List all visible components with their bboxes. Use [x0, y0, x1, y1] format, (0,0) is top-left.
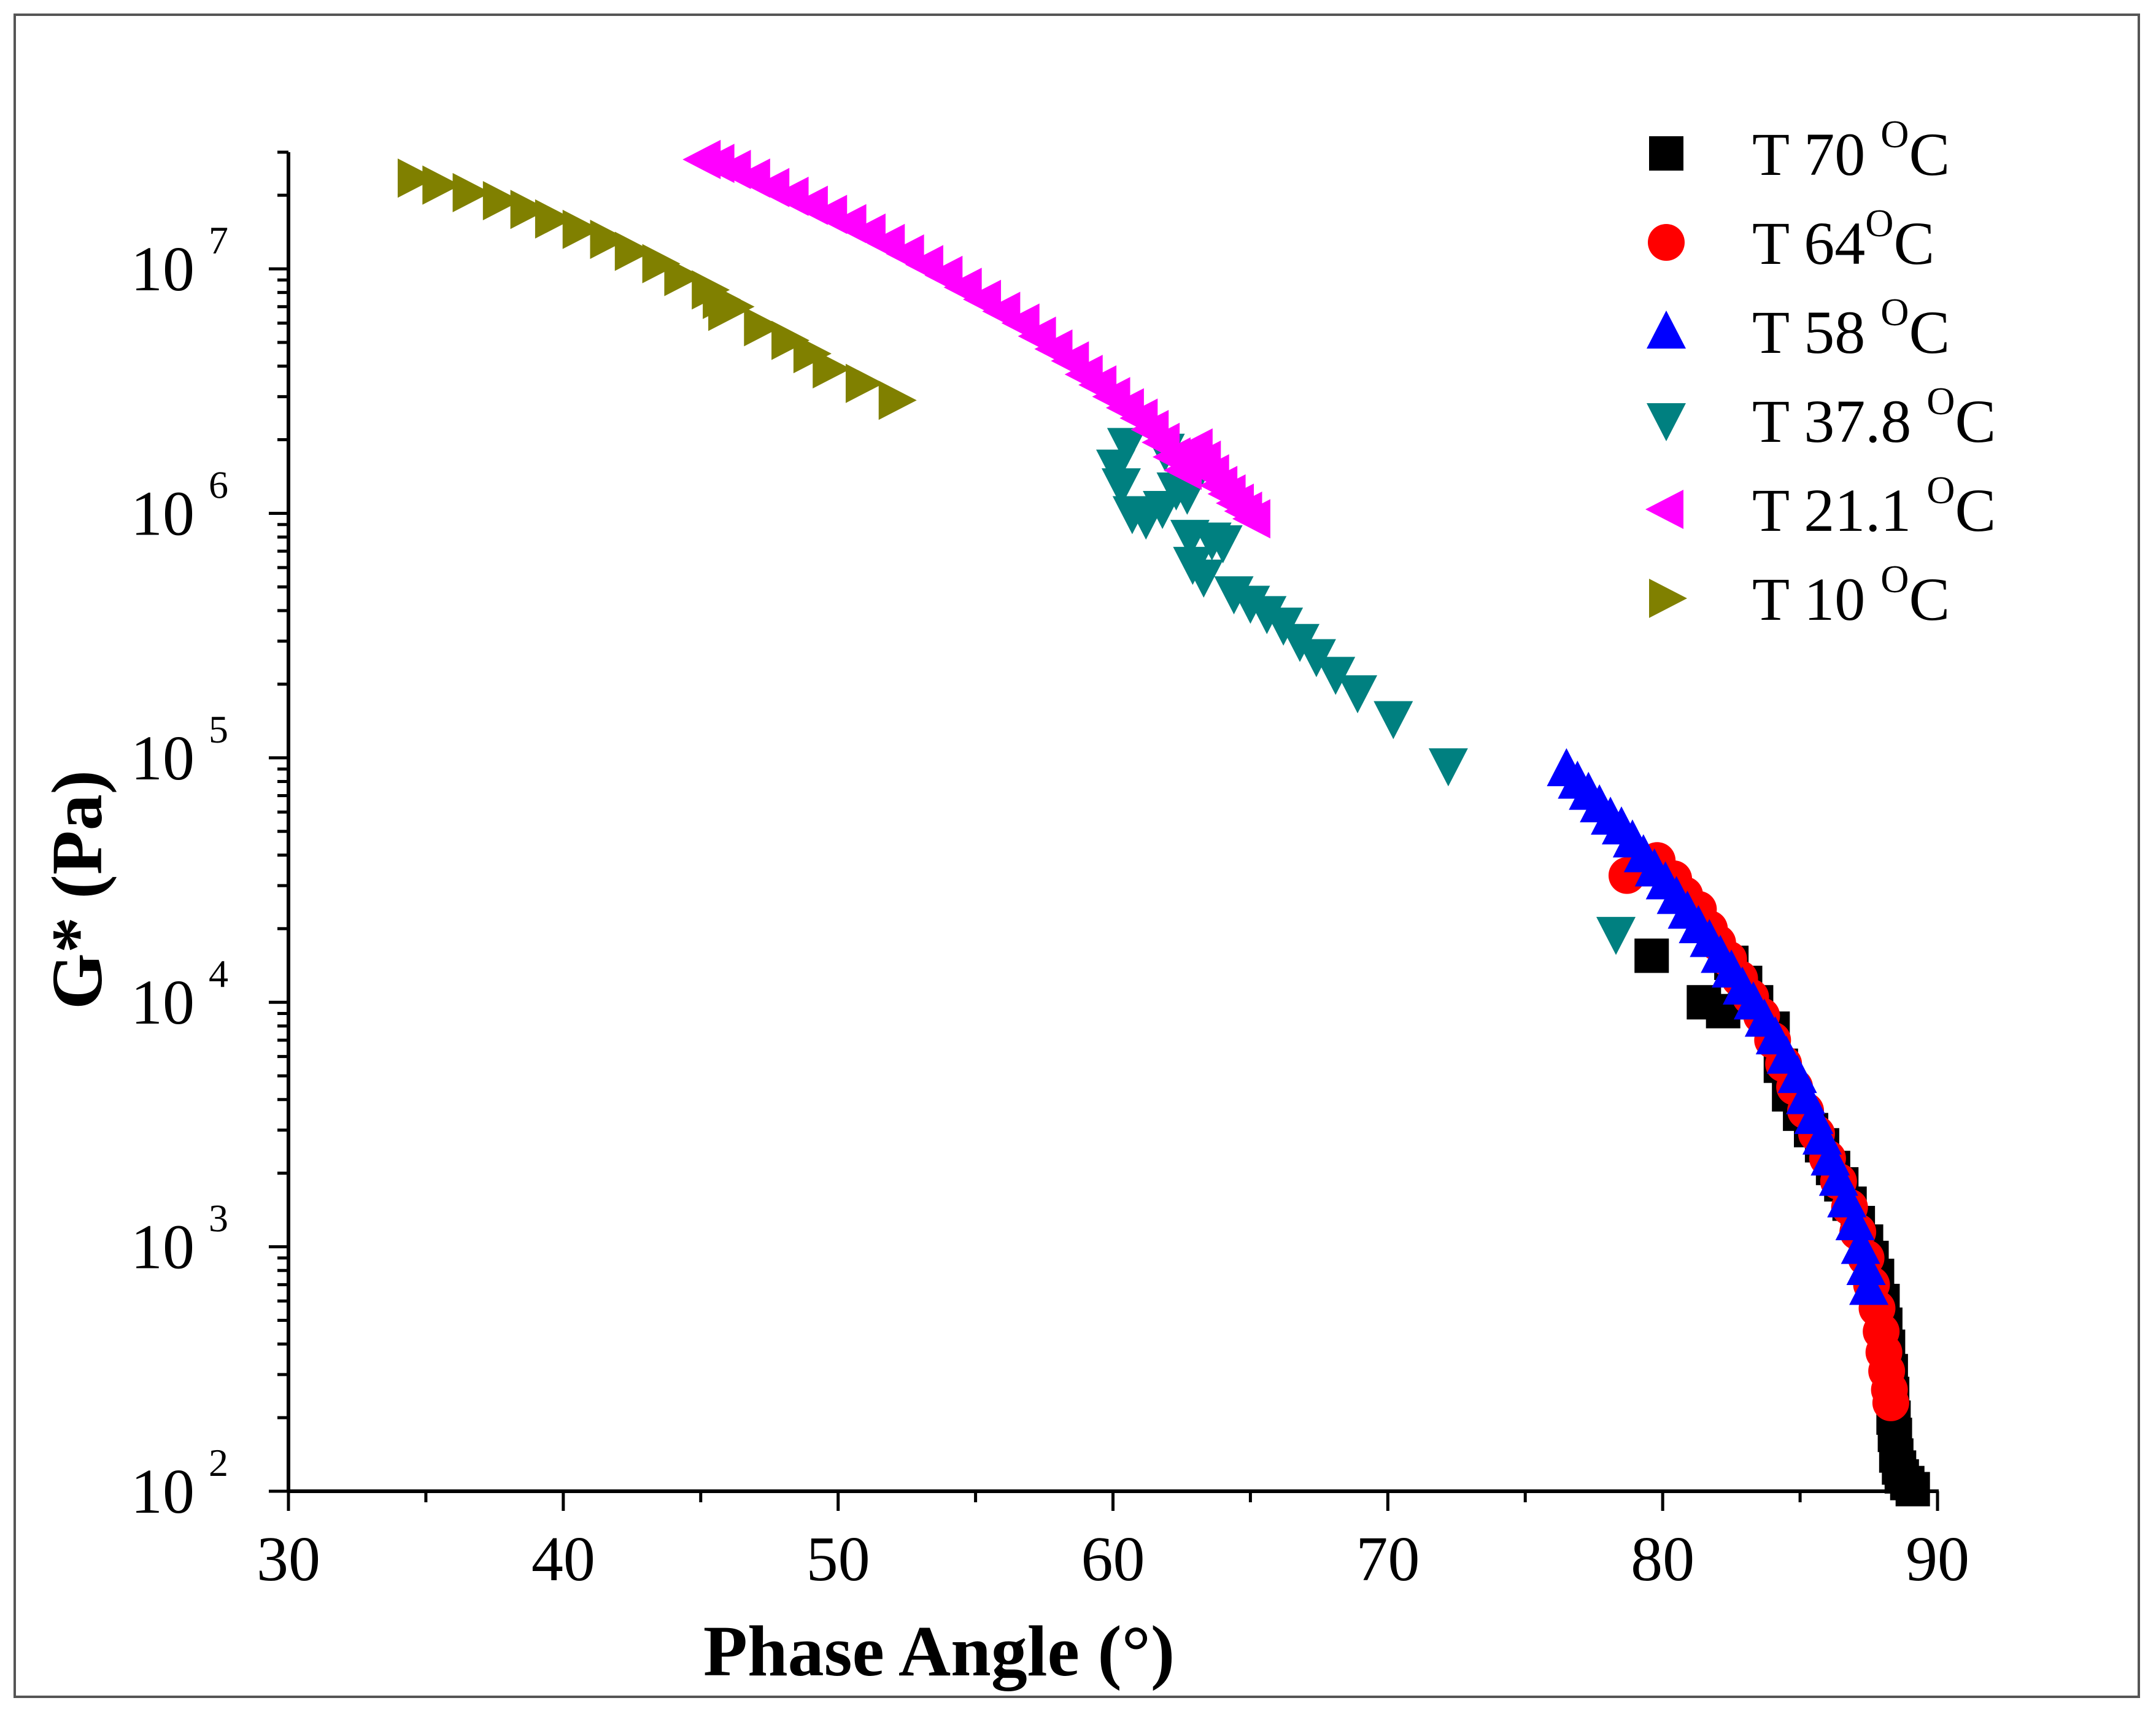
data-point: [1203, 525, 1243, 563]
data-point: [1428, 748, 1468, 787]
data-point: [1101, 468, 1141, 507]
data-point: [1296, 639, 1336, 677]
data-point: [562, 209, 601, 249]
data-point: [878, 380, 917, 420]
y-tick-label: 10: [131, 478, 195, 549]
y-tick-exponent: 5: [209, 708, 228, 751]
data-point: [1596, 917, 1636, 955]
y-tick-label: 10: [131, 1212, 195, 1283]
data-point: [590, 220, 628, 260]
data-point: [1184, 559, 1224, 598]
data-point: [535, 199, 573, 239]
y-tick-exponent: 4: [209, 952, 228, 995]
data-point: [771, 320, 810, 360]
data-point: [1846, 1246, 1886, 1285]
axes: [287, 152, 1939, 1493]
legend-label: T 64OC: [1752, 201, 1934, 277]
data-point: [1835, 1202, 1875, 1241]
data-point: [1849, 1267, 1889, 1305]
data-point: [1107, 428, 1146, 466]
data-point: [1872, 1384, 1909, 1421]
legend-label: T 70 OC: [1752, 112, 1950, 188]
x-tick-label: 90: [1906, 1524, 1969, 1594]
x-tick-label: 30: [257, 1524, 320, 1594]
data-point: [744, 307, 782, 347]
data-point: [1374, 701, 1413, 739]
data-point: [1634, 938, 1669, 973]
y-tick-label: 10: [131, 967, 195, 1038]
legend-label: T 10 OC: [1752, 557, 1950, 633]
legend-label: T 37.8 OC: [1752, 379, 1996, 455]
x-axis-title: Phase Angle (°): [703, 1611, 1175, 1691]
legend-label: T 58 OC: [1752, 290, 1950, 366]
data-point: [1316, 657, 1356, 695]
figure-frame: [14, 14, 2140, 1698]
legend-label: T 21.1 OC: [1752, 468, 1996, 544]
ticks: [269, 150, 1939, 1511]
data-point: [1338, 675, 1378, 714]
legend-marker: [1649, 136, 1683, 171]
x-tick-label: 50: [806, 1524, 870, 1594]
legend-marker: [1645, 490, 1683, 529]
tick-labels: 30 40 50 60 70 80 90 10 2 10 3 10 4 10 5 10 6 10 7: [131, 218, 1969, 1594]
data-point: [614, 231, 653, 271]
y-tick-exponent: 2: [209, 1441, 228, 1484]
x-tick-label: 70: [1356, 1524, 1420, 1594]
data-point: [793, 334, 832, 374]
data-point: [398, 158, 436, 198]
data-point: [1247, 596, 1287, 635]
y-axis-title: G* (Pa): [37, 770, 117, 1009]
data-point: [642, 244, 681, 284]
data-point: [1232, 499, 1270, 539]
y-tick-exponent: 6: [209, 463, 228, 506]
legend: T 70 OC T 64OC T 58 OC T 37.8 OC T 21.1 OC T …: [1645, 112, 1996, 633]
x-tick-label: 60: [1081, 1524, 1145, 1594]
data-point: [664, 257, 703, 296]
x-tick-label: 40: [531, 1524, 595, 1594]
data-point: [1841, 1226, 1880, 1264]
data-point: [845, 363, 884, 403]
data-point: [813, 349, 851, 388]
data-point: [422, 165, 461, 205]
data-point: [1895, 1472, 1930, 1507]
legend-marker: [1647, 311, 1686, 349]
x-tick-label: 80: [1631, 1524, 1694, 1594]
y-tick-label: 10: [131, 234, 195, 304]
y-tick-label: 10: [131, 1456, 195, 1527]
y-tick-label: 10: [131, 723, 195, 793]
legend-marker: [1648, 224, 1685, 261]
data-point: [716, 287, 755, 326]
data-point: [482, 181, 521, 221]
y-tick-exponent: 7: [209, 218, 228, 262]
data-point: [452, 172, 491, 212]
y-tick-exponent: 3: [209, 1197, 228, 1240]
data-point: [1231, 585, 1270, 624]
data-markers: [398, 139, 1930, 1507]
legend-marker: [1647, 403, 1686, 441]
legend-marker: [1649, 579, 1687, 618]
data-point: [510, 190, 549, 230]
